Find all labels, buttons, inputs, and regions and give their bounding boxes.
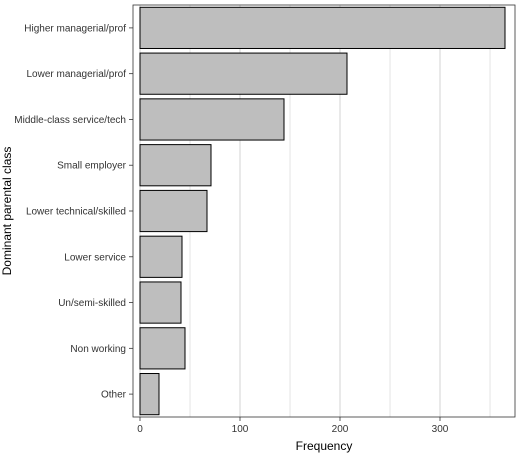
x-tick-label: 300 <box>432 424 449 435</box>
bar <box>139 189 208 233</box>
y-tick-label: Un/semi-skilled <box>58 298 126 309</box>
x-tick-label: 100 <box>232 424 249 435</box>
y-tick-label: Other <box>101 390 127 401</box>
bar <box>139 235 183 278</box>
bar <box>139 52 348 95</box>
bar <box>139 144 212 187</box>
y-axis-ticks: Higher managerial/prof Lower managerial/p… <box>14 23 133 401</box>
x-axis-title: Frequency <box>296 439 353 453</box>
bar <box>139 6 506 49</box>
bar <box>139 327 186 370</box>
bars <box>139 6 506 416</box>
x-tick-label: 200 <box>332 424 349 435</box>
bar <box>139 98 285 141</box>
y-axis-title: Dominant parental class <box>0 147 14 276</box>
y-tick-label: Lower technical/skilled <box>26 207 126 218</box>
y-tick-label: Lower managerial/prof <box>27 69 127 80</box>
bar <box>139 373 160 416</box>
y-tick-label: Lower service <box>64 252 126 263</box>
y-tick-label: Small employer <box>57 161 127 172</box>
y-tick-label: Non working <box>70 344 126 355</box>
y-tick-label: Higher managerial/prof <box>24 23 126 34</box>
x-axis-ticks: 0 100 200 300 <box>137 417 449 435</box>
y-tick-label: Middle-class service/tech <box>14 115 126 126</box>
bar <box>139 281 182 324</box>
x-tick-label: 0 <box>137 424 143 435</box>
